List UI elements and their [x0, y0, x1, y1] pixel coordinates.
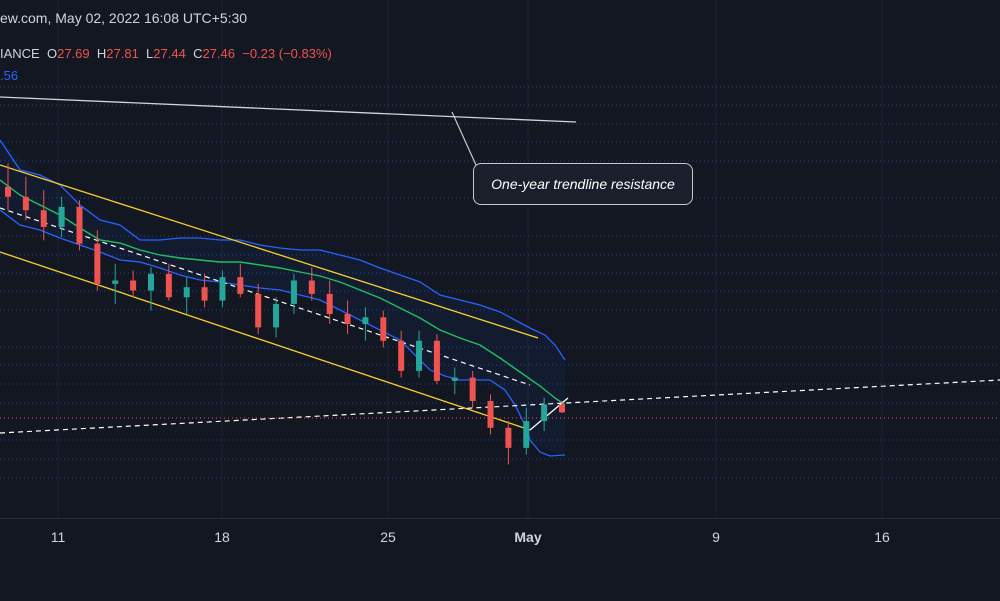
channel-upper-line	[0, 164, 539, 339]
candle-body	[273, 303, 280, 328]
callout-pointer	[451, 111, 486, 166]
candle-body	[469, 377, 476, 402]
candle-body	[380, 317, 387, 341]
low-value: 27.44	[153, 46, 186, 61]
channel-mid-dashed-line	[0, 207, 531, 386]
candle-body	[165, 273, 172, 298]
one-year-trendline	[0, 96, 577, 123]
x-tick-label: 11	[50, 529, 66, 545]
candle-body	[362, 317, 369, 325]
candle-body	[559, 404, 565, 413]
symbol-label: IANCE	[0, 46, 40, 61]
candle-body	[94, 243, 101, 284]
candle-body	[183, 287, 190, 298]
candle-body	[5, 186, 11, 197]
support-dashed-line	[0, 379, 1000, 434]
candle-body	[255, 293, 262, 328]
channel-lower-line	[0, 251, 531, 431]
indicator-value: .56	[0, 68, 19, 83]
candle-body	[40, 210, 47, 227]
candle-body	[451, 377, 458, 381]
x-tick-label: 9	[712, 529, 720, 545]
close-label: C	[193, 46, 203, 61]
high-label: H	[96, 46, 107, 61]
bollinger-basis	[0, 179, 566, 406]
candle-body	[58, 206, 65, 227]
horizontal-levels	[0, 86, 1000, 479]
high-value: 27.81	[106, 46, 139, 61]
candles	[5, 163, 565, 465]
open-value: 27.69	[57, 46, 90, 61]
candle-body	[416, 340, 423, 371]
candle-body	[130, 280, 137, 291]
candle-body	[22, 196, 29, 211]
candle-body	[290, 280, 297, 304]
candle-body	[237, 277, 244, 294]
candle-body	[344, 313, 351, 325]
candle-body	[398, 340, 405, 371]
ohlc-legend: IANCE O27.69 H27.81 L27.44 C27.46 −0.23 …	[0, 46, 332, 61]
candle-body	[541, 404, 548, 422]
candle-body	[308, 280, 315, 294]
chart-source-datetime: ew.com, May 02, 2022 16:08 UTC+5:30	[0, 10, 248, 26]
time-axis[interactable]: 11 18 25 May 9 16	[0, 518, 1000, 601]
low-label: L	[146, 46, 154, 61]
price-chart[interactable]	[0, 0, 1000, 518]
x-tick-label: 16	[874, 529, 890, 545]
candle-body	[147, 273, 154, 291]
candle-body	[201, 287, 208, 301]
x-tick-label: 25	[380, 529, 396, 545]
candle-body	[76, 206, 83, 244]
open-label: O	[46, 46, 58, 61]
candle-body	[112, 280, 119, 284]
candle-body	[219, 277, 226, 301]
x-tick-label: 18	[214, 529, 230, 545]
close-value: 27.46	[202, 46, 235, 61]
chart-grid	[57, 0, 883, 518]
candle-body	[523, 421, 530, 448]
bollinger-upper-band	[0, 139, 566, 361]
trendline-annotation[interactable]: One-year trendline resistance	[473, 163, 693, 205]
x-tick-label: May	[514, 529, 542, 545]
candle-body	[433, 340, 440, 381]
candle-body	[505, 427, 512, 448]
change-value: −0.23 (−0.83%)	[242, 46, 332, 61]
candle-body	[326, 293, 333, 314]
candle-body	[487, 401, 494, 428]
